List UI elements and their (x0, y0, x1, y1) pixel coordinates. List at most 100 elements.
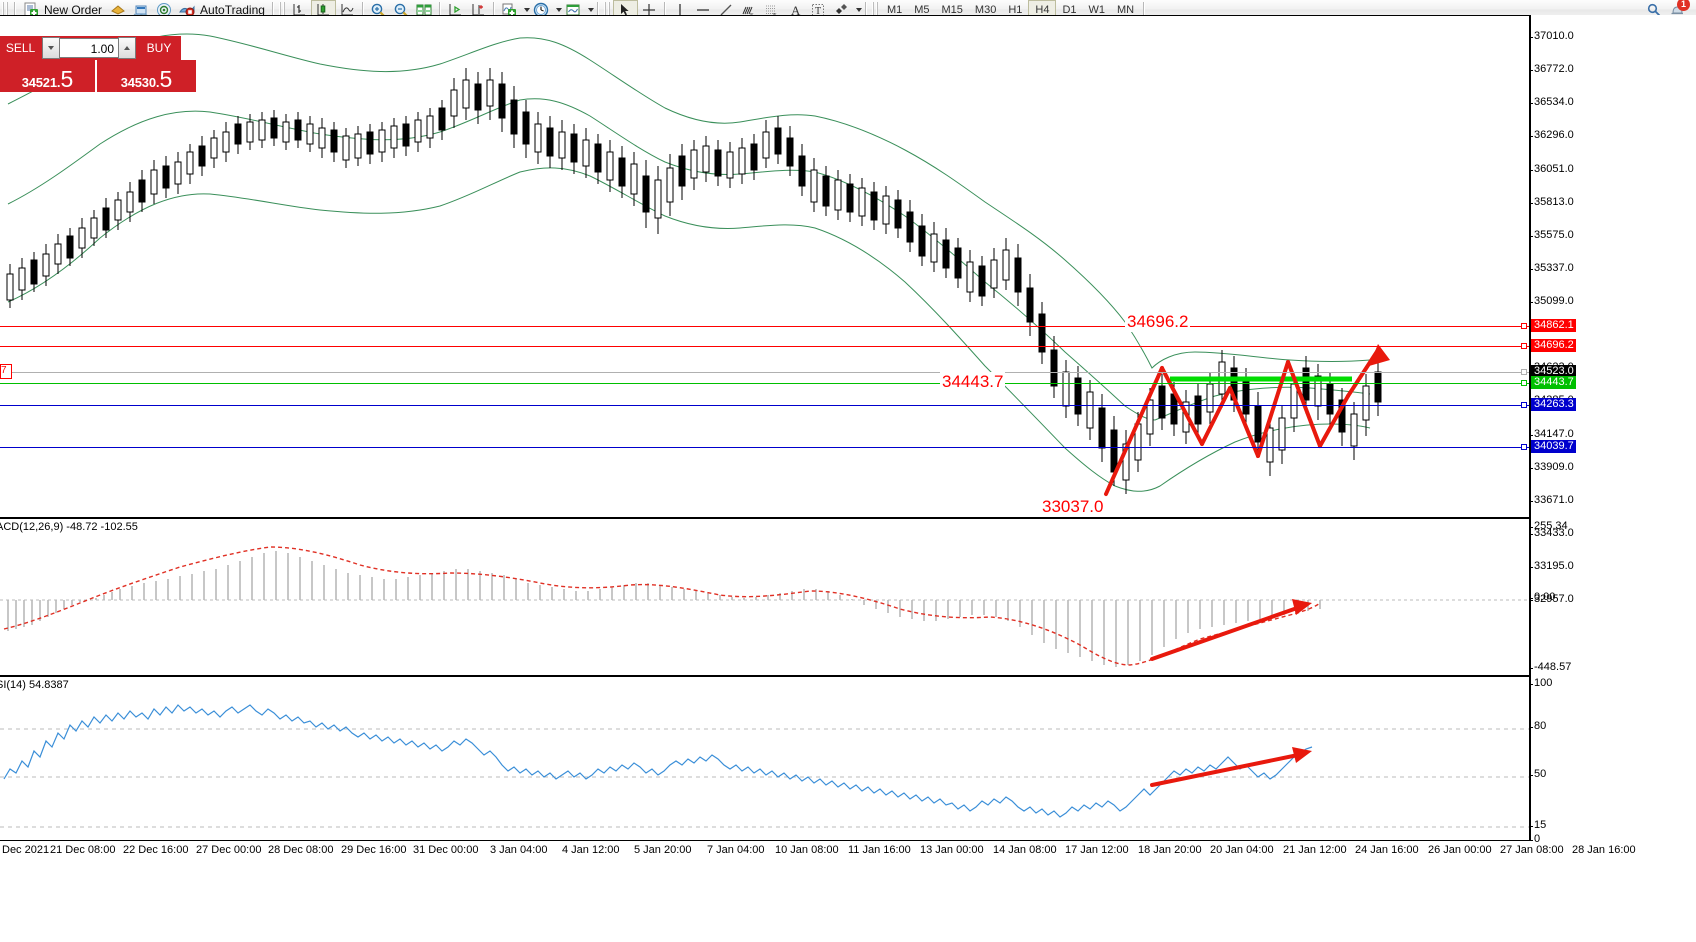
signals-icon[interactable] (152, 1, 175, 18)
timeframe-h4[interactable]: H4 (1028, 0, 1057, 19)
sell-button[interactable]: SELL (0, 36, 41, 60)
price-line-support-blue-lower[interactable] (0, 447, 1529, 448)
toolbar-grip[interactable] (2, 2, 9, 17)
time-axis-label: 11 Jan 16:00 (848, 844, 911, 856)
buy-price-dec: 5 (159, 66, 173, 92)
price-line-current-price[interactable] (0, 372, 1529, 373)
macd-indicator-pane[interactable]: ACD(12,26,9) -48.72 -102.55 (0, 517, 1529, 675)
annotation-34443[interactable]: 34443.7 (940, 372, 1006, 392)
trend-arrow-head (1369, 344, 1390, 366)
timeframe-m15[interactable]: M15 (941, 3, 963, 16)
price-line-handle[interactable] (1521, 323, 1527, 329)
price-line-handle[interactable] (1521, 380, 1527, 386)
price-tag-resistance-upper[interactable]: 34862.1 (1531, 319, 1576, 332)
bar-chart-icon[interactable] (288, 1, 311, 18)
price-axis[interactable]: 37010.0 36772.0 36534.0 36296.0 36051.0 35813… (1528, 15, 1696, 845)
price-axis-tick: 36772.0 (1529, 63, 1574, 75)
price-line-handle[interactable] (1521, 444, 1527, 450)
tile-windows-icon[interactable] (413, 1, 436, 18)
time-axis-label: 7 Jan 04:00 (707, 844, 765, 856)
price-tag-current-price[interactable]: 34523.0 (1531, 365, 1576, 378)
indicators-icon[interactable] (498, 1, 521, 18)
timeframe-m1[interactable]: M1 (886, 3, 903, 16)
annotation-33037[interactable]: 33037.0 (1040, 497, 1106, 517)
timeframe-w1[interactable]: W1 (1088, 3, 1106, 16)
timeframe-h1[interactable]: H1 (1008, 3, 1023, 16)
toolbar-separator (14, 2, 16, 17)
price-line-resistance-upper[interactable] (0, 326, 1529, 327)
rsi-axis-tick: 50 (1528, 768, 1547, 780)
annotation-34696[interactable]: 34696.2 (1125, 312, 1191, 332)
price-line-resistance-lower[interactable] (0, 346, 1529, 347)
timeframe-mn[interactable]: MN (1117, 3, 1135, 16)
autotrading-label[interactable]: AutoTrading (200, 2, 265, 17)
period-dropdown-caret[interactable] (555, 7, 562, 12)
shapes-icon[interactable] (830, 1, 853, 18)
time-axis-label: 27 Jan 08:00 (1500, 844, 1564, 856)
price-tag-resistance-lower[interactable]: 34696.2 (1531, 339, 1576, 352)
chart-shift-icon[interactable] (444, 1, 467, 18)
timeframe-m30[interactable]: M30 (974, 3, 997, 16)
price-line-support-green[interactable] (0, 383, 1529, 384)
price-tag-support-blue-upper[interactable]: 34263.3 (1531, 398, 1576, 411)
search-icon[interactable] (1642, 1, 1665, 18)
text-icon[interactable]: A (784, 1, 807, 18)
crosshair-icon[interactable] (638, 1, 661, 18)
indicators-dropdown-caret[interactable] (523, 7, 530, 12)
time-axis-label: 21 Dec 08:00 (50, 844, 116, 856)
price-line-handle[interactable] (1521, 369, 1527, 375)
price-line-handle[interactable] (1521, 402, 1527, 408)
volume-decrease-button[interactable] (42, 37, 60, 59)
time-axis-label: 20 Jan 04:00 (1210, 844, 1274, 856)
templates-dropdown-caret[interactable] (587, 7, 594, 12)
zoom-in-icon[interactable] (367, 1, 390, 18)
period-icon[interactable] (530, 1, 553, 18)
volume-input[interactable]: 1.00 (60, 38, 118, 58)
time-axis[interactable]: Dec 2021 21 Dec 08:00 22 Dec 16:00 27 Dec 0… (0, 840, 1636, 861)
volume-stepper[interactable]: 1.00 (41, 36, 137, 60)
volume-increase-button[interactable] (118, 37, 136, 59)
price-chart-pane[interactable] (0, 15, 1529, 517)
timeframe-m5[interactable]: M5 (914, 3, 930, 16)
price-tag-support-blue-lower[interactable]: 34039.7 (1531, 440, 1576, 453)
new-order-label[interactable]: New Order (44, 2, 103, 17)
price-axis-tick: 32957.0 (1529, 593, 1574, 605)
toolbar-grip[interactable] (278, 2, 286, 17)
toolbar-separator (361, 2, 364, 17)
rsi-indicator-pane[interactable]: SI(14) 54.8387 (0, 675, 1529, 840)
timeframe-d1[interactable]: D1 (1062, 3, 1077, 16)
time-axis-label: 13 Jan 00:00 (920, 844, 984, 856)
rsi-axis-tick: 0 (1528, 833, 1541, 845)
price-line-support-blue-upper[interactable] (0, 405, 1529, 406)
time-axis-label: 29 Dec 16:00 (341, 844, 407, 856)
line-chart-icon[interactable] (336, 1, 359, 18)
alerts-icon[interactable]: 1 (1665, 0, 1690, 18)
one-click-trading-panel[interactable]: SELL 1.00 BUY 34521 . 5 34530 . 5 (0, 36, 196, 92)
time-axis-label: 18 Jan 20:00 (1138, 844, 1202, 856)
candlestick-series (6, 68, 1382, 494)
macd-label: ACD(12,26,9) -48.72 -102.55 (0, 521, 138, 533)
toolbar-separator (596, 2, 599, 17)
toolbar-grip[interactable] (871, 2, 879, 17)
sell-price-dec: 5 (60, 66, 74, 92)
buy-price[interactable]: 34530 . 5 (97, 60, 196, 92)
price-line-handle[interactable] (1521, 343, 1527, 349)
shapes-dropdown-caret[interactable] (855, 7, 862, 12)
time-axis-label: 14 Jan 08:00 (993, 844, 1057, 856)
horizontal-line-icon[interactable] (692, 1, 715, 18)
toolbar-grip[interactable] (603, 2, 611, 17)
rsi-graphics (0, 704, 1529, 828)
templates-icon[interactable] (562, 1, 585, 18)
auto-scroll-icon[interactable] (467, 1, 490, 18)
expert-advisors-icon[interactable] (106, 1, 129, 18)
macd-graphics (0, 546, 1529, 667)
time-axis-label: 28 Jan 16:00 (1572, 844, 1636, 856)
trendline-icon[interactable] (715, 1, 738, 18)
zoom-out-icon[interactable] (390, 1, 413, 18)
price-tag-support-green[interactable]: 34443.7 (1531, 376, 1576, 389)
alert-count-badge: 1 (1677, 0, 1690, 11)
buy-button[interactable]: BUY (137, 36, 181, 60)
sell-price[interactable]: 34521 . 5 (0, 60, 97, 92)
vertical-line-icon[interactable] (669, 1, 692, 18)
